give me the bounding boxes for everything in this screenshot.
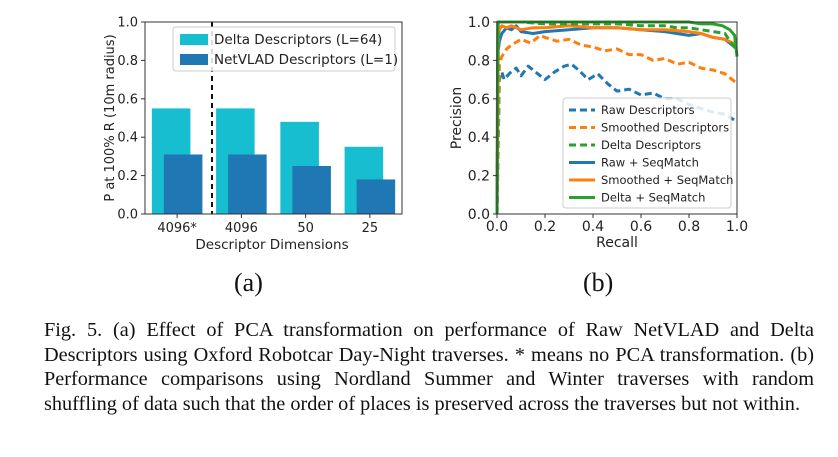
line-x-tick-label: 0.4 — [582, 219, 604, 235]
pr-legend-label: Raw + SeqMatch — [601, 156, 699, 170]
legend-label-delta: Delta Descriptors (L=64) — [214, 32, 382, 48]
bar-x-tick-label: 4096* — [157, 221, 197, 236]
pr-legend: Raw Descriptors Smoothed Descriptors Delta… — [562, 97, 733, 209]
pr-legend-label: Raw Descriptors — [601, 103, 695, 117]
bar-marks — [151, 108, 396, 214]
bar-x-tick-label: 25 — [362, 221, 379, 236]
bar-y-tick-label: 0.8 — [117, 54, 138, 69]
bar-netvlad-0 — [163, 154, 203, 214]
legend-swatch-delta — [180, 34, 208, 45]
bar-y-tick-label: 0.4 — [117, 131, 138, 146]
bar-netvlad-3 — [356, 179, 396, 214]
legend-label-netvlad: NetVLAD Descriptors (L=1) — [214, 52, 398, 68]
line-y-tick-label: 1.0 — [468, 15, 490, 31]
line-y-tick-label: 0.6 — [468, 92, 490, 108]
figure-caption: Fig. 5. (a) Effect of PCA transformation… — [44, 319, 814, 415]
pr-legend-label: Smoothed Descriptors — [601, 121, 729, 135]
line-plot-frame — [496, 21, 738, 215]
bar-x-axis: 4096* 4096 50 25 — [157, 214, 378, 236]
bar-chart: 0.0 0.2 0.4 0.6 0.8 1.0 4096* 4096 50 25 Descrip… — [103, 16, 403, 253]
line-y-tick-label: 0.2 — [468, 169, 490, 185]
bar-x-tick-label: 4096 — [225, 221, 258, 236]
bar-y-axis-label: P at 100% R (10m radius) — [103, 34, 118, 201]
bar-netvlad-2 — [292, 166, 331, 214]
bar-y-axis: 0.0 0.2 0.4 0.6 0.8 1.0 — [117, 16, 145, 223]
line-y-tick-label: 0.8 — [468, 53, 490, 69]
pr-legend-label: Smoothed + SeqMatch — [601, 173, 733, 187]
pr-legend-box — [562, 97, 732, 209]
subfigure-label-b: (b) — [583, 268, 614, 297]
line-y-tick-label: 0.0 — [468, 207, 490, 223]
subfigure-label-a: (a) — [234, 268, 263, 297]
line-y-tick-label: 0.4 — [468, 130, 490, 146]
line-y-axis-label: Precision — [449, 87, 465, 149]
legend-swatch-netvlad — [180, 54, 208, 65]
pr-legend-label: Delta Descriptors — [601, 138, 701, 152]
pr-line-smoothed-descriptors — [495, 33, 738, 215]
line-x-axis: 0.0 0.2 0.4 0.6 0.8 1.0 — [486, 214, 748, 235]
line-x-tick-label: 1.0 — [726, 219, 748, 235]
line-x-axis-label: Recall — [596, 235, 638, 251]
bar-y-tick-label: 0.2 — [117, 169, 138, 184]
bar-plot-frame — [144, 21, 403, 215]
line-x-tick-label: 0.8 — [678, 219, 700, 235]
pr-legend-label: Delta + SeqMatch — [601, 191, 705, 205]
pr-line-smoothed-seqmatch — [495, 24, 738, 215]
bar-y-tick-label: 0.0 — [117, 208, 138, 223]
line-y-axis: 0.0 0.2 0.4 0.6 0.8 1.0 — [468, 15, 497, 223]
bar-legend-box — [172, 26, 396, 72]
line-x-tick-label: 0.0 — [486, 219, 508, 235]
bar-x-tick-label: 50 — [297, 221, 314, 236]
bar-x-axis-label: Descriptor Dimensions — [195, 237, 348, 253]
figure: 0.0 0.2 0.4 0.6 0.8 1.0 4096* 4096 50 25 Descrip… — [103, 15, 748, 253]
line-x-tick-label: 0.2 — [534, 219, 556, 235]
line-x-tick-label: 0.6 — [630, 219, 652, 235]
bar-legend: Delta Descriptors (L=64) NetVLAD Descrip… — [172, 26, 398, 72]
pr-curve-chart: 0.0 0.2 0.4 0.6 0.8 1.0 0.0 0.2 0.4 0.6 0.8 1.0 Re… — [449, 15, 748, 251]
pr-line-raw-descriptors — [495, 62, 738, 215]
bar-y-tick-label: 1.0 — [117, 16, 138, 31]
bar-y-tick-label: 0.6 — [117, 92, 138, 107]
bar-netvlad-1 — [228, 154, 267, 214]
